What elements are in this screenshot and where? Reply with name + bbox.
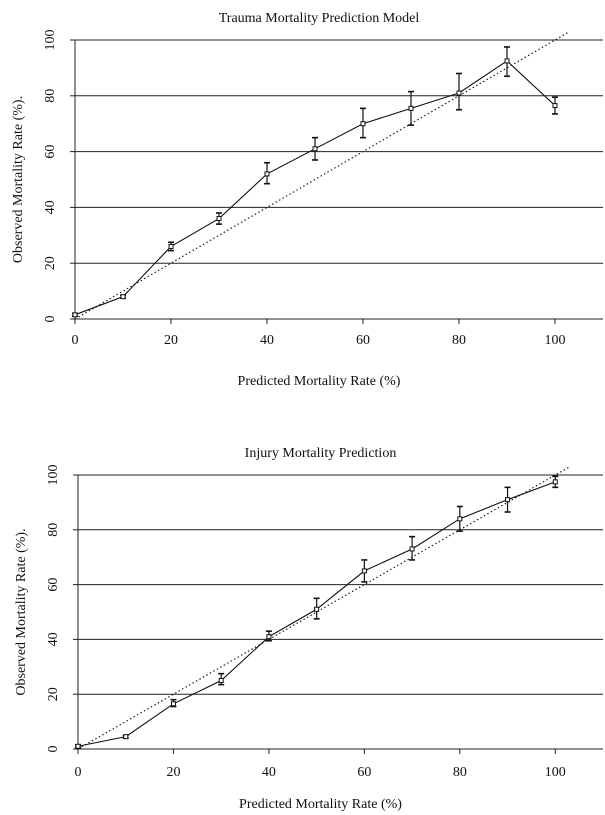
- reference-line: [74, 31, 570, 320]
- data-point: [266, 634, 272, 640]
- x-tick-label: 0: [72, 333, 79, 348]
- y-tick-label: 0: [43, 316, 58, 323]
- x-tick-label: 80: [452, 333, 466, 348]
- y-axis-label: Observed Mortality Rate (%).: [11, 96, 26, 263]
- y-tick-label: 100: [43, 30, 58, 51]
- chart-title: Trauma Mortality Prediction Model: [219, 11, 420, 26]
- chart-panel-trauma: Trauma Mortality Prediction Model Predic…: [11, 11, 603, 389]
- y-tick-label: 40: [43, 200, 58, 214]
- data-point: [360, 121, 366, 127]
- data-point: [504, 58, 510, 64]
- data-point: [409, 546, 415, 552]
- data-point: [218, 678, 224, 683]
- data-point: [123, 734, 129, 740]
- data-point: [314, 606, 320, 612]
- x-axis-label: Predicted Mortality Rate (%): [239, 797, 402, 812]
- data-point: [170, 701, 176, 707]
- y-tick-label: 80: [46, 523, 61, 537]
- x-tick-label: 20: [166, 765, 180, 780]
- y-axis-label: Observed Mortality Rate (%).: [14, 528, 29, 695]
- data-point: [457, 516, 463, 522]
- x-tick-label: 40: [260, 333, 274, 348]
- data-point: [456, 90, 462, 96]
- chart-panel-injury: Injury Mortality Prediction Predicted Mo…: [14, 446, 603, 812]
- y-tick-label: 40: [46, 632, 61, 646]
- x-tick-label: 0: [75, 765, 82, 780]
- x-tick-label: 80: [453, 765, 467, 780]
- y-tick-label: 100: [46, 465, 61, 486]
- data-point: [75, 743, 81, 749]
- y-tick-label: 0: [46, 746, 61, 753]
- data-point: [216, 216, 222, 222]
- y-tick-label: 20: [46, 687, 61, 701]
- y-tick-label: 20: [43, 256, 58, 270]
- data-point: [552, 103, 558, 109]
- data-point: [312, 146, 318, 152]
- y-tick-label: 60: [43, 145, 58, 159]
- x-tick-label: 60: [357, 765, 371, 780]
- reference-line: [77, 466, 570, 750]
- x-tick-label: 20: [164, 333, 178, 348]
- data-point: [361, 568, 367, 574]
- data-point: [120, 294, 126, 300]
- data-point: [505, 497, 511, 503]
- chart-title: Injury Mortality Prediction: [245, 446, 397, 461]
- data-point: [72, 312, 78, 318]
- x-axis-label: Predicted Mortality Rate (%): [238, 374, 401, 389]
- series-line: [74, 60, 556, 316]
- y-tick-label: 80: [43, 89, 58, 103]
- x-tick-label: 100: [545, 765, 566, 780]
- data-point: [408, 105, 414, 111]
- x-tick-label: 60: [356, 333, 370, 348]
- data-point: [552, 479, 558, 485]
- data-point: [168, 243, 174, 249]
- x-tick-label: 100: [545, 333, 566, 348]
- y-tick-label: 60: [46, 578, 61, 592]
- x-tick-label: 40: [262, 765, 276, 780]
- data-point: [264, 171, 270, 177]
